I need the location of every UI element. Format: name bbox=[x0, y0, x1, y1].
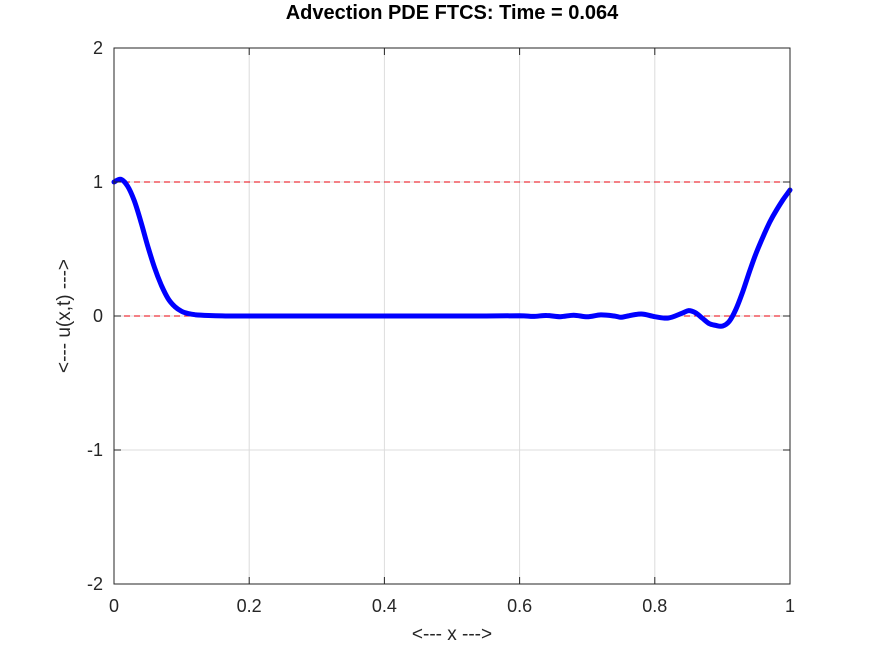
x-tick-label: 0.8 bbox=[642, 596, 667, 616]
series-line bbox=[111, 176, 793, 329]
x-tick-labels: 0 0.2 0.4 0.6 0.8 1 bbox=[109, 596, 795, 616]
x-tick-label: 1 bbox=[785, 596, 795, 616]
y-tick-label: -2 bbox=[87, 574, 103, 594]
y-tick-label: 1 bbox=[93, 172, 103, 192]
tick-marks bbox=[113, 47, 791, 585]
y-axis-label: <--- u(x,t) ---> bbox=[54, 259, 75, 373]
y-tick-label: 0 bbox=[93, 306, 103, 326]
y-tick-label: -1 bbox=[87, 440, 103, 460]
y-tick-labels: -2 -1 0 1 2 bbox=[87, 38, 103, 594]
x-tick-label: 0 bbox=[109, 596, 119, 616]
y-tick-label: 2 bbox=[93, 38, 103, 58]
series-layer bbox=[111, 176, 793, 329]
x-tick-label: 0.2 bbox=[237, 596, 262, 616]
chart-title: Advection PDE FTCS: Time = 0.064 bbox=[286, 2, 619, 24]
x-axis-label: <--- x ---> bbox=[412, 624, 492, 645]
x-tick-label: 0.6 bbox=[507, 596, 532, 616]
x-tick-label: 0.4 bbox=[372, 596, 397, 616]
